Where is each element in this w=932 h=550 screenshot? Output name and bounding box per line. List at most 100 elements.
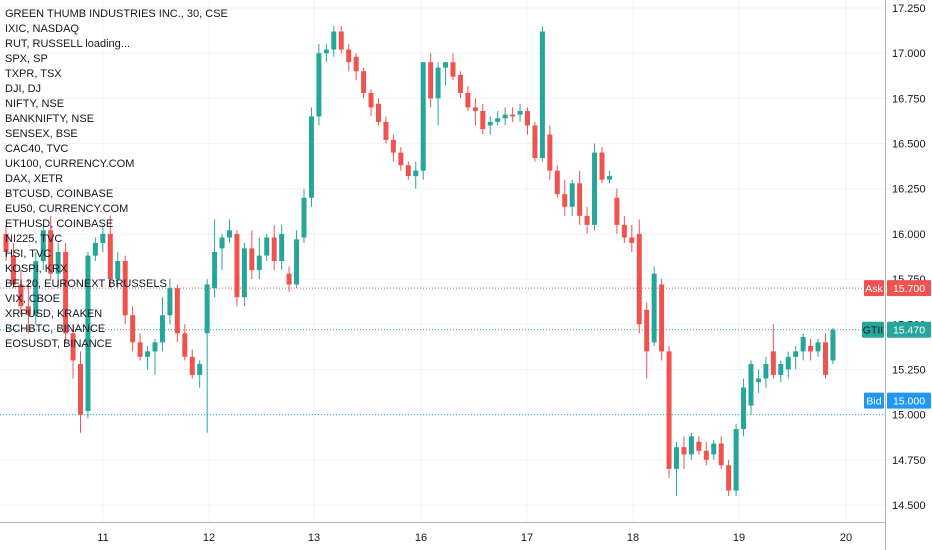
- candle[interactable]: [800, 333, 806, 361]
- candle[interactable]: [808, 338, 814, 361]
- symbol-entry[interactable]: ETHUSD, COINBASE: [5, 218, 114, 230]
- candle[interactable]: [48, 215, 54, 280]
- symbol-entry[interactable]: TXPR, TSX: [5, 68, 62, 80]
- candle[interactable]: [241, 242, 247, 307]
- candle[interactable]: [472, 98, 478, 126]
- candle[interactable]: [793, 345, 799, 370]
- candle[interactable]: [286, 266, 292, 292]
- candle[interactable]: [599, 147, 605, 184]
- candle[interactable]: [331, 26, 337, 57]
- symbol-entry[interactable]: UK100, CURRENCY.COM: [5, 158, 135, 170]
- candle[interactable]: [383, 116, 389, 144]
- candle[interactable]: [562, 179, 568, 216]
- candle[interactable]: [346, 44, 352, 72]
- candle[interactable]: [145, 345, 151, 370]
- candle[interactable]: [390, 134, 396, 162]
- candle[interactable]: [338, 26, 344, 54]
- candle[interactable]: [718, 436, 724, 469]
- candle[interactable]: [592, 143, 598, 231]
- symbol-entry[interactable]: CAC40, TVC: [5, 143, 69, 155]
- candle[interactable]: [510, 107, 516, 122]
- candle[interactable]: [353, 53, 359, 81]
- candle[interactable]: [271, 224, 277, 271]
- candle[interactable]: [443, 62, 449, 86]
- candle[interactable]: [681, 436, 687, 469]
- candle[interactable]: [636, 219, 642, 334]
- candle[interactable]: [100, 224, 106, 252]
- candles-layer[interactable]: [3, 26, 836, 496]
- candle[interactable]: [197, 360, 203, 388]
- symbol-entry[interactable]: SPX, SP: [5, 53, 48, 65]
- candle[interactable]: [182, 324, 188, 361]
- symbol-entry[interactable]: BTCUSD, COINBASE: [5, 188, 114, 200]
- candle[interactable]: [3, 224, 9, 262]
- candle[interactable]: [18, 270, 24, 316]
- symbol-entry[interactable]: BCHBTC, BINANCE: [5, 323, 106, 335]
- candle[interactable]: [107, 215, 113, 289]
- symbol-entry[interactable]: EOSUSDT, BINANCE: [5, 338, 112, 350]
- candle[interactable]: [279, 224, 285, 271]
- symbol-entry[interactable]: RUT, RUSSELL loading...: [5, 38, 130, 50]
- candle[interactable]: [70, 324, 76, 379]
- symbol-entry[interactable]: BEL20, EURONEXT BRUSSELS: [5, 278, 167, 290]
- candle[interactable]: [130, 306, 136, 352]
- candle[interactable]: [778, 360, 784, 383]
- candle[interactable]: [659, 279, 665, 361]
- candle[interactable]: [629, 224, 635, 252]
- candle[interactable]: [249, 230, 255, 280]
- candle[interactable]: [40, 224, 46, 271]
- candle[interactable]: [435, 62, 441, 126]
- candle[interactable]: [33, 251, 39, 325]
- candle[interactable]: [584, 206, 590, 234]
- candle[interactable]: [487, 116, 493, 135]
- candle[interactable]: [25, 279, 31, 334]
- candle[interactable]: [152, 338, 158, 375]
- candle[interactable]: [376, 98, 381, 126]
- candle[interactable]: [316, 44, 322, 126]
- candle[interactable]: [532, 121, 538, 162]
- candle[interactable]: [785, 351, 791, 379]
- symbol-entry[interactable]: SENSEX, BSE: [5, 128, 78, 140]
- candle[interactable]: [398, 147, 404, 171]
- candle[interactable]: [688, 432, 694, 460]
- candle[interactable]: [674, 441, 679, 496]
- symbol-entry[interactable]: NIFTY, NSE: [5, 98, 65, 110]
- symbol-entry[interactable]: NI225, TVC: [5, 233, 63, 245]
- candle[interactable]: [212, 219, 218, 298]
- candle[interactable]: [159, 297, 165, 352]
- candle[interactable]: [733, 423, 739, 496]
- candle[interactable]: [63, 242, 69, 343]
- candle[interactable]: [815, 338, 821, 357]
- candle[interactable]: [361, 67, 367, 99]
- candle[interactable]: [115, 251, 121, 289]
- candle[interactable]: [748, 360, 754, 415]
- candle[interactable]: [256, 237, 262, 280]
- candle[interactable]: [495, 111, 501, 126]
- symbol-entry[interactable]: IXIC, NASDAQ: [5, 23, 79, 35]
- candle[interactable]: [711, 439, 717, 460]
- candle[interactable]: [420, 62, 426, 180]
- candle[interactable]: [294, 230, 300, 289]
- candle[interactable]: [457, 71, 463, 99]
- candle[interactable]: [621, 215, 627, 243]
- symbol-entry[interactable]: BANKNIFTY, NSE: [5, 113, 95, 125]
- candle[interactable]: [10, 242, 16, 289]
- candle[interactable]: [368, 89, 374, 117]
- symbol-entry[interactable]: DJI, DJ: [5, 83, 42, 95]
- candle[interactable]: [301, 188, 307, 243]
- candle[interactable]: [614, 188, 620, 234]
- candle[interactable]: [696, 436, 702, 455]
- candle[interactable]: [726, 459, 732, 496]
- candle[interactable]: [770, 324, 776, 379]
- symbol-entry[interactable]: HSI, TVC: [5, 248, 52, 260]
- candle[interactable]: [78, 351, 83, 433]
- candle[interactable]: [577, 170, 583, 225]
- time-axis[interactable]: 11 12 13 16 17 18 19 20: [0, 522, 885, 545]
- candle[interactable]: [428, 53, 434, 108]
- candle[interactable]: [308, 107, 314, 207]
- candle[interactable]: [763, 356, 769, 388]
- candle[interactable]: [823, 333, 828, 379]
- candle[interactable]: [189, 349, 195, 379]
